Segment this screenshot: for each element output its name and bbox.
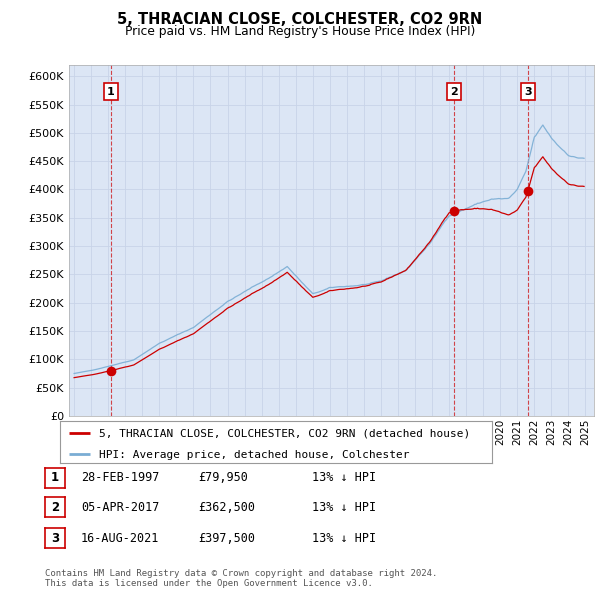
Text: 3: 3 [51, 532, 59, 545]
Text: 2: 2 [51, 501, 59, 514]
Text: 1: 1 [107, 87, 115, 97]
Text: 05-APR-2017: 05-APR-2017 [81, 501, 160, 514]
Text: 2: 2 [450, 87, 458, 97]
Text: 5, THRACIAN CLOSE, COLCHESTER, CO2 9RN (detached house): 5, THRACIAN CLOSE, COLCHESTER, CO2 9RN (… [99, 428, 470, 438]
Text: 16-AUG-2021: 16-AUG-2021 [81, 532, 160, 545]
Text: 13% ↓ HPI: 13% ↓ HPI [312, 471, 376, 484]
Text: 13% ↓ HPI: 13% ↓ HPI [312, 532, 376, 545]
Text: 3: 3 [524, 87, 532, 97]
Text: 5, THRACIAN CLOSE, COLCHESTER, CO2 9RN: 5, THRACIAN CLOSE, COLCHESTER, CO2 9RN [118, 12, 482, 27]
Text: Price paid vs. HM Land Registry's House Price Index (HPI): Price paid vs. HM Land Registry's House … [125, 25, 475, 38]
Text: HPI: Average price, detached house, Colchester: HPI: Average price, detached house, Colc… [99, 450, 409, 460]
Text: 28-FEB-1997: 28-FEB-1997 [81, 471, 160, 484]
Text: Contains HM Land Registry data © Crown copyright and database right 2024.
This d: Contains HM Land Registry data © Crown c… [45, 569, 437, 588]
Text: £397,500: £397,500 [198, 532, 255, 545]
Text: 1: 1 [51, 471, 59, 484]
Text: £362,500: £362,500 [198, 501, 255, 514]
Text: £79,950: £79,950 [198, 471, 248, 484]
Text: 13% ↓ HPI: 13% ↓ HPI [312, 501, 376, 514]
